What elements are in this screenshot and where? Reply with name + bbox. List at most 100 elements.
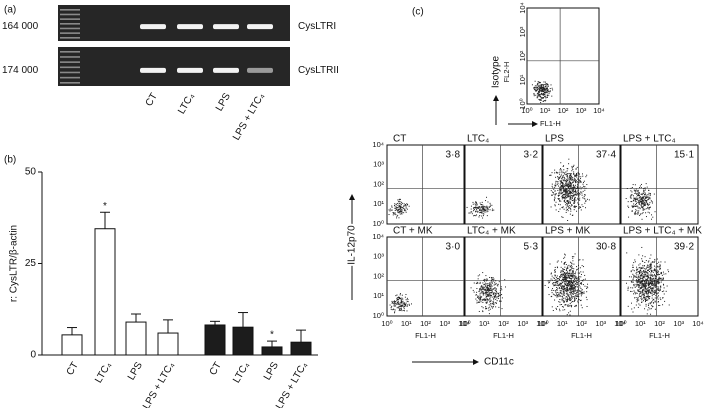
bar <box>261 346 283 356</box>
dot <box>658 290 660 292</box>
dot <box>581 204 583 206</box>
dot <box>652 275 654 277</box>
dot <box>556 294 558 296</box>
dot <box>395 204 397 206</box>
dot <box>647 295 649 297</box>
dot <box>641 194 643 196</box>
dot <box>573 177 575 179</box>
dot <box>653 193 655 195</box>
dot <box>572 166 574 168</box>
dot <box>638 210 640 212</box>
dot <box>569 270 571 272</box>
dot <box>640 273 642 275</box>
dot <box>561 177 563 179</box>
dot <box>551 295 553 297</box>
dot <box>568 288 570 290</box>
dot <box>651 218 653 220</box>
dot <box>562 288 564 290</box>
dot <box>655 288 657 290</box>
dot <box>489 276 491 278</box>
dot <box>660 271 662 273</box>
dot <box>561 304 563 306</box>
dot <box>647 296 649 298</box>
dot <box>470 205 472 207</box>
dot <box>487 206 489 208</box>
dot <box>651 275 653 277</box>
dot <box>644 261 646 263</box>
dot <box>493 298 495 300</box>
dot <box>572 272 574 274</box>
x-tick-label: LPS + LTC₄ <box>141 360 177 408</box>
dot <box>632 266 634 268</box>
dot <box>581 187 583 189</box>
dot <box>407 299 409 301</box>
dot <box>570 305 572 307</box>
dot <box>404 209 406 211</box>
dot-cloud <box>549 158 590 221</box>
dot <box>573 190 575 192</box>
dot <box>650 291 652 293</box>
dot <box>483 299 485 301</box>
dot <box>639 295 641 297</box>
dot <box>474 214 476 216</box>
dot <box>560 184 562 186</box>
dot <box>569 183 571 185</box>
dot <box>639 287 641 289</box>
plot-frame <box>386 236 465 317</box>
dot <box>575 182 577 184</box>
dot <box>561 186 563 188</box>
dot <box>646 290 648 292</box>
dot <box>537 88 539 90</box>
dot <box>645 297 647 299</box>
dot <box>485 288 487 290</box>
dot <box>406 203 408 205</box>
dot <box>571 291 573 293</box>
gel-band <box>140 67 166 73</box>
dot <box>579 290 581 292</box>
dot <box>570 190 572 192</box>
dot <box>578 207 580 209</box>
dot <box>572 276 574 278</box>
dot <box>576 282 578 284</box>
dot <box>554 269 556 271</box>
dot <box>397 209 399 211</box>
dot <box>546 86 548 88</box>
dot <box>637 282 639 284</box>
dot <box>575 278 577 280</box>
dot <box>574 207 576 209</box>
dot <box>491 204 493 206</box>
dot <box>577 294 579 296</box>
dot <box>574 184 576 186</box>
dot <box>556 289 558 291</box>
dot <box>399 198 401 200</box>
dot <box>630 187 632 189</box>
dot <box>546 87 548 89</box>
dot <box>490 283 492 285</box>
dot <box>646 201 648 203</box>
dot <box>565 277 567 279</box>
dot <box>580 181 582 183</box>
dot <box>478 298 480 300</box>
dot <box>656 297 658 299</box>
dot <box>572 192 574 194</box>
dot <box>634 198 636 200</box>
dot <box>566 299 568 301</box>
dot <box>545 85 547 87</box>
dot <box>551 194 553 196</box>
dot <box>492 278 494 280</box>
dot <box>651 270 653 272</box>
dot <box>558 211 560 213</box>
dot <box>642 300 644 302</box>
dot <box>552 89 554 91</box>
dot <box>630 197 632 199</box>
dot <box>552 293 554 295</box>
dot <box>654 260 656 262</box>
dot <box>493 299 495 301</box>
dot <box>561 293 563 295</box>
dot <box>570 267 572 269</box>
dot <box>639 199 641 201</box>
dot <box>477 206 479 208</box>
dot <box>560 181 562 183</box>
dot <box>501 289 503 291</box>
dot <box>537 81 539 83</box>
